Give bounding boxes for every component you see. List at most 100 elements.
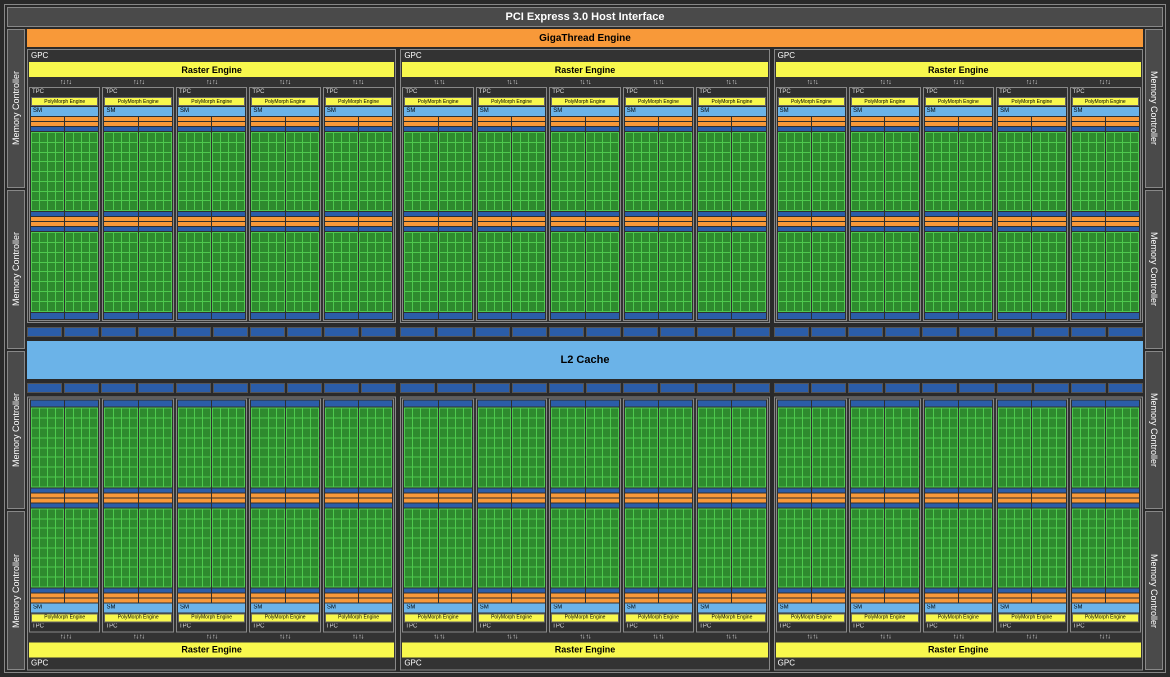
cuda-core xyxy=(660,509,667,518)
cuda-core xyxy=(269,263,276,272)
register-file xyxy=(65,588,98,592)
cuda-core xyxy=(277,577,284,586)
cuda-core xyxy=(576,182,583,191)
cache-segment xyxy=(1108,383,1143,393)
cuda-core xyxy=(829,192,836,201)
cuda-core xyxy=(187,448,194,457)
cuda-core xyxy=(650,143,657,152)
cuda-core xyxy=(221,509,228,518)
dispatch-unit xyxy=(178,593,211,597)
cuda-core xyxy=(1123,448,1130,457)
cuda-core xyxy=(48,467,55,476)
cuda-core xyxy=(164,567,171,576)
cuda-core xyxy=(926,133,933,142)
cuda-core xyxy=(237,253,244,262)
cuda-core xyxy=(911,172,918,181)
polymorph-engine: PolyMorph Engine xyxy=(31,613,98,622)
cuda-core xyxy=(1089,292,1096,301)
cuda-core xyxy=(1123,567,1130,576)
cuda-core xyxy=(40,428,47,437)
cuda-core xyxy=(203,282,210,291)
dispatch-unit xyxy=(478,117,511,121)
cuda-core xyxy=(495,418,502,427)
cuda-core xyxy=(295,467,302,476)
cuda-core xyxy=(221,182,228,191)
cuda-core xyxy=(684,548,691,557)
cuda-core xyxy=(733,162,740,171)
dispatch-unit xyxy=(959,222,992,226)
cuda-core xyxy=(733,182,740,191)
tpc: TPCPolyMorph EngineSM xyxy=(323,87,394,321)
cuda-core xyxy=(122,428,129,437)
cuda-core xyxy=(82,477,89,486)
cuda-core xyxy=(837,418,844,427)
cuda-core xyxy=(203,302,210,311)
cuda-core-array xyxy=(925,232,958,311)
cuda-core-array xyxy=(586,132,619,211)
cuda-core xyxy=(587,558,594,567)
register-file xyxy=(659,503,692,507)
sm-label: SM xyxy=(551,107,618,116)
cuda-core xyxy=(405,448,412,457)
cuda-core xyxy=(813,567,820,576)
cuda-core xyxy=(40,133,47,142)
cuda-core xyxy=(976,253,983,262)
cuda-core xyxy=(821,192,828,201)
cuda-core xyxy=(114,172,121,181)
cuda-core xyxy=(40,577,47,586)
cuda-core xyxy=(860,233,867,242)
dispatch-unit xyxy=(251,222,284,226)
cuda-core xyxy=(723,457,730,466)
cuda-core xyxy=(260,438,267,447)
cuda-core xyxy=(552,548,559,557)
cuda-core xyxy=(405,153,412,162)
cuda-core xyxy=(552,418,559,427)
cuda-core xyxy=(237,143,244,152)
cuda-core xyxy=(1131,438,1138,447)
cuda-core xyxy=(66,143,73,152)
cuda-core xyxy=(660,201,667,210)
cuda-core xyxy=(1081,292,1088,301)
cuda-core xyxy=(876,519,883,528)
cuda-core xyxy=(430,558,437,567)
cuda-core xyxy=(130,548,137,557)
cuda-core xyxy=(787,477,794,486)
tpc-label: TPC xyxy=(178,623,245,630)
cuda-core xyxy=(430,567,437,576)
cuda-core xyxy=(495,477,502,486)
cuda-core xyxy=(114,263,121,272)
sm-partition xyxy=(586,401,619,603)
sm-body xyxy=(478,117,545,319)
register-file xyxy=(1106,503,1139,507)
polymorph-engine: PolyMorph Engine xyxy=(998,97,1065,106)
dispatch-unit xyxy=(1106,217,1139,221)
cuda-core xyxy=(456,509,463,518)
cuda-core xyxy=(984,272,991,281)
cuda-core xyxy=(1097,272,1104,281)
cuda-core xyxy=(82,548,89,557)
sm-partition xyxy=(212,401,245,603)
cuda-core xyxy=(886,548,893,557)
cuda-core xyxy=(1073,172,1080,181)
cuda-core xyxy=(252,201,259,210)
cuda-core xyxy=(464,567,471,576)
cuda-core xyxy=(595,509,602,518)
cuda-core xyxy=(195,477,202,486)
cuda-core xyxy=(950,577,957,586)
cuda-core xyxy=(440,192,447,201)
cuda-core xyxy=(303,438,310,447)
cuda-core xyxy=(1081,567,1088,576)
cache-strip-group xyxy=(400,325,769,339)
cuda-core xyxy=(568,519,575,528)
l1-cache xyxy=(925,313,958,319)
cuda-core xyxy=(529,162,536,171)
cuda-core xyxy=(487,467,494,476)
cuda-core xyxy=(82,292,89,301)
raster-engine: Raster Engine xyxy=(29,642,394,657)
cuda-core xyxy=(976,192,983,201)
cuda-core xyxy=(334,509,341,518)
cuda-core xyxy=(360,448,367,457)
polymorph-engine: PolyMorph Engine xyxy=(551,613,618,622)
cuda-core xyxy=(326,438,333,447)
cuda-core xyxy=(803,509,810,518)
